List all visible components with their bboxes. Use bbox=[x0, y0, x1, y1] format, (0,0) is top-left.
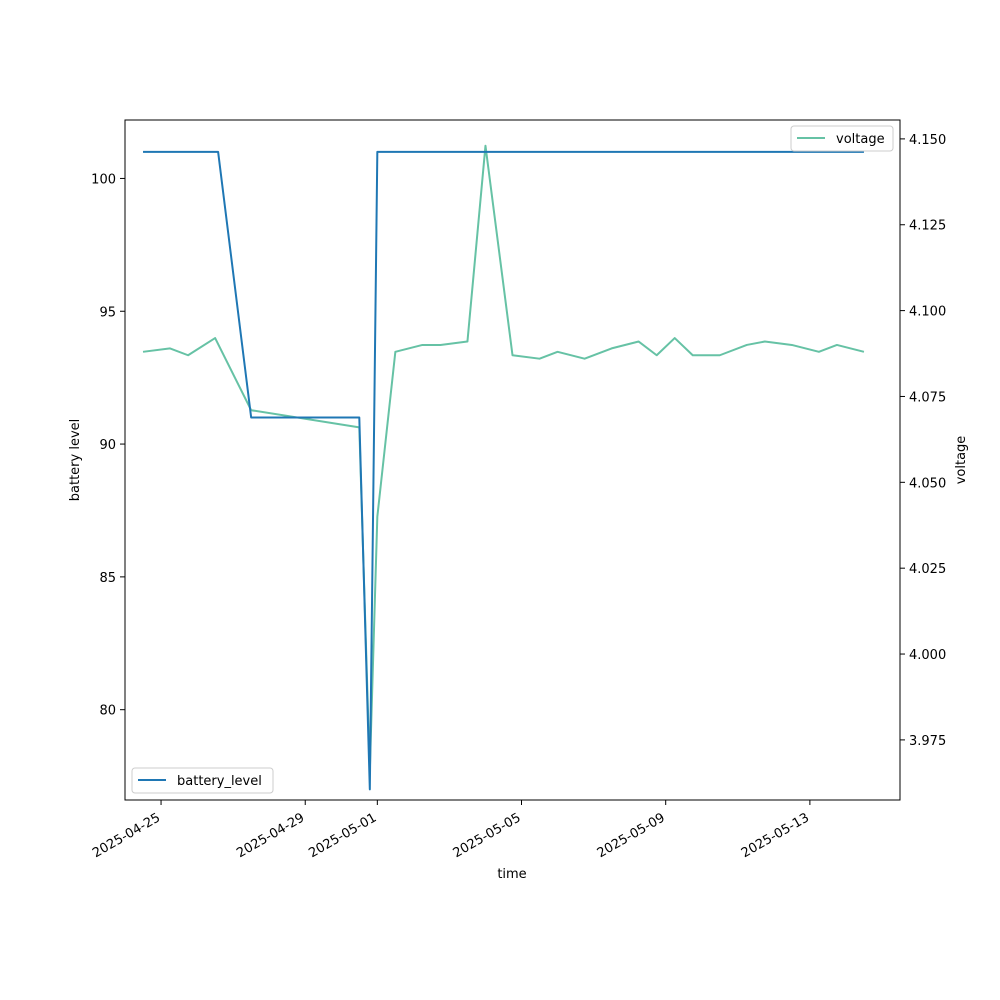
y-tick-label-left: 95 bbox=[99, 305, 116, 320]
y-tick-label-left: 85 bbox=[99, 571, 116, 586]
y-tick-label-right: 4.025 bbox=[909, 562, 946, 577]
x-axis-title: time bbox=[497, 867, 526, 882]
y-ticks-left: 80 85 90 95 100 bbox=[91, 172, 125, 719]
y-tick-label-right: 4.125 bbox=[909, 219, 946, 234]
legend-voltage-box bbox=[790, 125, 894, 152]
legend-voltage: voltage bbox=[790, 125, 894, 152]
legend-battery: battery_level bbox=[131, 767, 274, 794]
y-tick-label-left: 90 bbox=[99, 438, 116, 453]
y-tick-label-right: 3.975 bbox=[909, 734, 946, 749]
x-tick-label: 2025-04-25 bbox=[90, 810, 163, 861]
legend-voltage-label: voltage bbox=[836, 132, 885, 147]
x-tick-label: 2025-04-29 bbox=[234, 810, 307, 861]
y-axis-title-right: voltage bbox=[954, 436, 969, 485]
x-tick-label: 2025-05-13 bbox=[739, 810, 812, 861]
legend-battery-box bbox=[131, 767, 274, 794]
x-ticks: 2025-04-25 2025-04-29 2025-05-01 2025-05-05… bbox=[90, 800, 812, 861]
legend-battery-label: battery_level bbox=[177, 774, 262, 789]
y-tick-label-left: 80 bbox=[99, 704, 116, 719]
y-ticks-right: 3.975 4.000 4.025 4.050 4.075 4.100 4.125 4.150 bbox=[900, 133, 946, 749]
plot-lines bbox=[142, 144, 865, 791]
x-tick-label: 2025-05-01 bbox=[306, 810, 379, 861]
y-tick-label-right: 4.075 bbox=[909, 390, 946, 405]
axes bbox=[124, 119, 901, 801]
series-line-battery-level bbox=[143, 150, 864, 791]
y-axis-title-left: battery level bbox=[68, 419, 83, 502]
x-tick-label: 2025-05-09 bbox=[595, 810, 668, 861]
y-tick-label-right: 4.000 bbox=[909, 648, 946, 663]
y-tick-label-right: 4.100 bbox=[909, 305, 946, 320]
y-tick-label-left: 100 bbox=[91, 172, 116, 187]
y-tick-label-right: 4.050 bbox=[909, 476, 946, 491]
plot-frame bbox=[124, 119, 901, 801]
x-tick-label: 2025-05-05 bbox=[451, 810, 524, 861]
y-tick-label-right: 4.150 bbox=[909, 133, 946, 148]
series-line-voltage bbox=[142, 144, 865, 772]
